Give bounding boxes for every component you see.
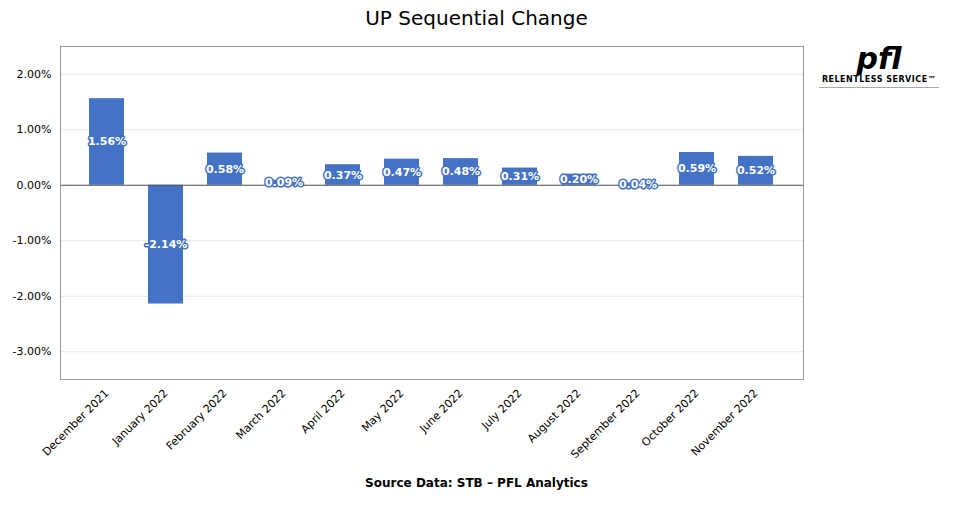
svg-text:0.52%: 0.52% (737, 164, 775, 177)
svg-text:0.48%: 0.48% (442, 165, 480, 178)
svg-text:January 2022: January 2022 (109, 387, 171, 449)
svg-text:0.00%: 0.00% (17, 179, 52, 192)
html-text:Source Data: STB – PFL Analyti: Source Data: STB – PFL Analytics (365, 476, 588, 490)
svg-text:0.59%: 0.59% (678, 162, 716, 175)
svg-text:0.04%: 0.04% (619, 178, 657, 191)
svg-text:November 2022: November 2022 (689, 387, 761, 459)
svg-text:September 2022: September 2022 (568, 387, 642, 461)
svg-text:0.31%: 0.31% (501, 170, 539, 183)
html-text:pfl: pfl (856, 41, 902, 76)
svg-text:0.20%: 0.20% (560, 173, 598, 186)
svg-text:2.00%: 2.00% (17, 68, 52, 81)
svg-text:1.00%: 1.00% (17, 123, 52, 136)
svg-text:0.37%: 0.37% (324, 169, 362, 182)
svg-text:August 2022: August 2022 (525, 387, 584, 446)
svg-text:0.47%: 0.47% (383, 166, 421, 179)
svg-text:-1.00%: -1.00% (13, 234, 52, 247)
svg-text:December 2021: December 2021 (40, 387, 112, 459)
svg-text:0.09%: 0.09% (265, 176, 303, 189)
svg-text:July 2022: July 2022 (478, 387, 524, 433)
svg-text:February 2022: February 2022 (164, 387, 230, 453)
svg-text:1.56%: 1.56% (88, 135, 126, 148)
svg-text:-3.00%: -3.00% (13, 345, 52, 358)
html-text:UP Sequential Change: UP Sequential Change (365, 6, 588, 30)
svg-text:March 2022: March 2022 (233, 387, 288, 442)
svg-text:October 2022: October 2022 (639, 387, 702, 450)
svg-text:June 2022: June 2022 (416, 387, 465, 436)
svg-text:0.58%: 0.58% (206, 163, 244, 176)
svg-text:April 2022: April 2022 (298, 387, 347, 436)
svg-text:-2.14%: -2.14% (145, 238, 188, 251)
svg-text:May 2022: May 2022 (359, 387, 407, 435)
svg-text:-2.00%: -2.00% (13, 290, 52, 303)
html-text:RELENTLESS SERVICE™: RELENTLESS SERVICE™ (821, 75, 937, 84)
